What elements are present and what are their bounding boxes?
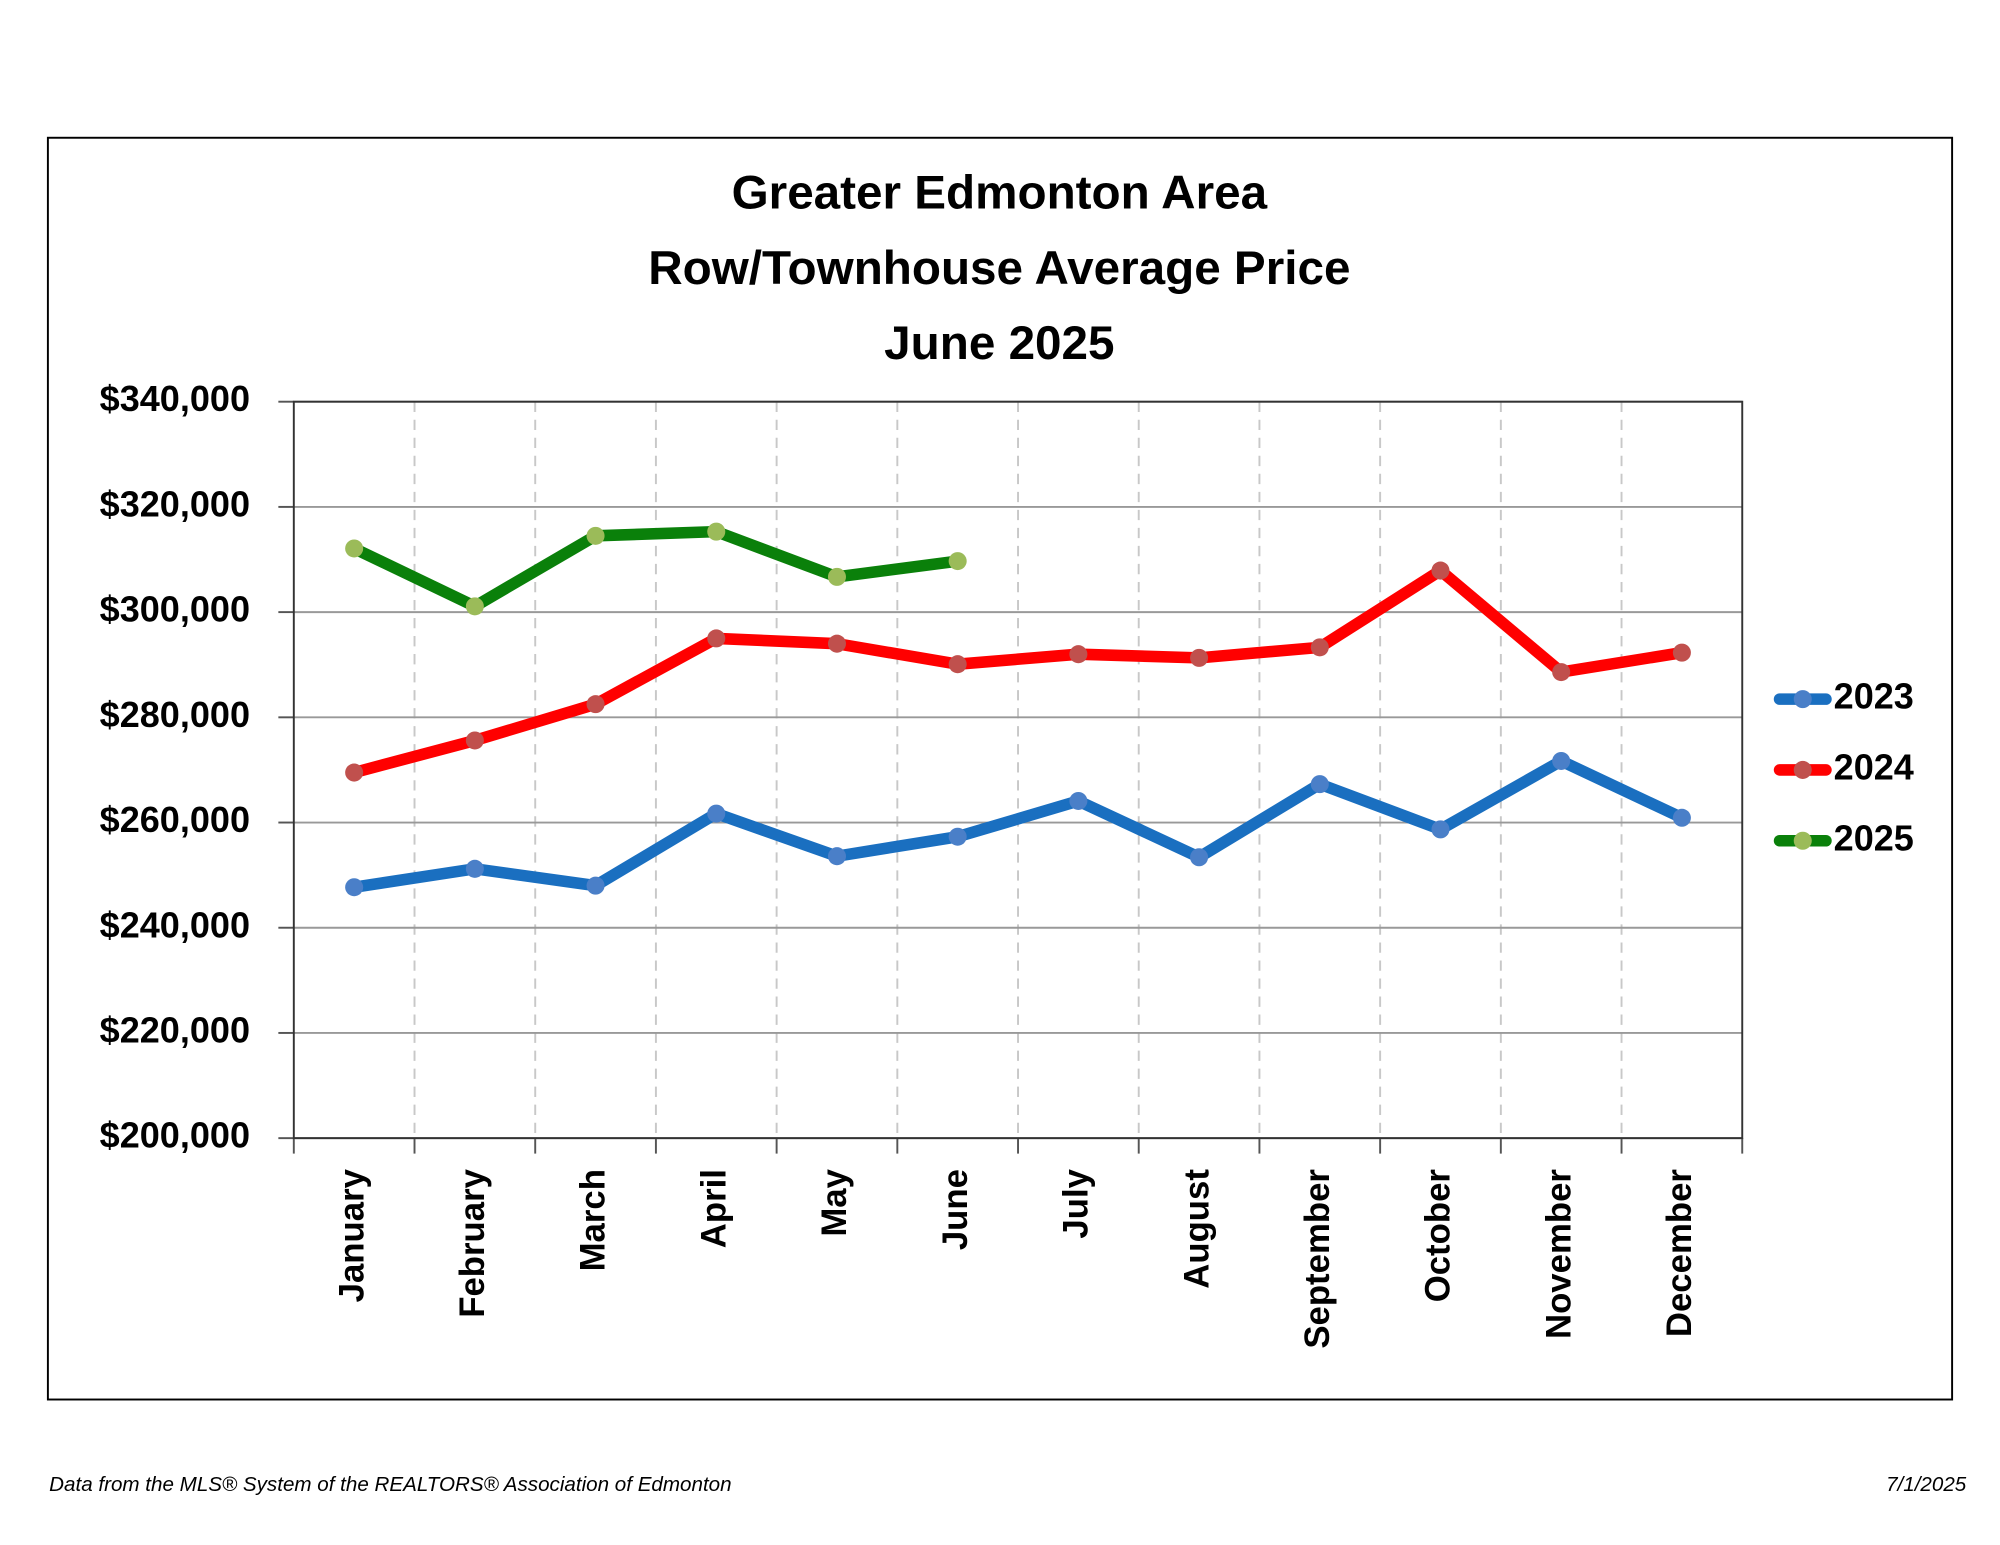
x-tick-label: March bbox=[575, 1169, 613, 1271]
series-marker bbox=[1310, 638, 1329, 657]
y-tick-label: $240,000 bbox=[100, 904, 250, 945]
series-marker bbox=[345, 763, 364, 782]
series-marker bbox=[948, 655, 967, 674]
series-marker bbox=[465, 859, 484, 878]
date-note: 7/1/2025 bbox=[1886, 1473, 1967, 1496]
series-marker bbox=[1190, 848, 1209, 867]
series-marker bbox=[1431, 820, 1450, 839]
x-tick-label: September bbox=[1299, 1169, 1337, 1349]
x-tick-label: July bbox=[1058, 1168, 1096, 1238]
chart-title: Greater Edmonton Area bbox=[732, 166, 1268, 219]
legend-marker bbox=[1793, 760, 1812, 779]
y-tick-label: $260,000 bbox=[100, 799, 250, 840]
series-marker bbox=[707, 804, 726, 823]
x-tick-label: February bbox=[454, 1168, 492, 1317]
series-line bbox=[348, 755, 1688, 894]
legend-label: 2023 bbox=[1834, 676, 1914, 717]
legend-label: 2025 bbox=[1834, 817, 1914, 858]
series-marker bbox=[465, 597, 484, 616]
source-note: Data from the MLS® System of the REALTOR… bbox=[49, 1473, 731, 1496]
series-marker bbox=[586, 526, 605, 545]
x-tick-label: January bbox=[333, 1168, 371, 1302]
legend-label: 2024 bbox=[1834, 746, 1914, 787]
x-tick-label: April bbox=[695, 1169, 733, 1248]
x-tick-label: May bbox=[816, 1168, 854, 1236]
series-marker bbox=[1310, 775, 1329, 794]
series-marker bbox=[827, 567, 846, 586]
series-marker bbox=[586, 876, 605, 895]
x-tick-label: June bbox=[937, 1169, 975, 1250]
series-marker bbox=[1431, 561, 1450, 580]
series-marker bbox=[707, 522, 726, 541]
series-marker bbox=[345, 539, 364, 558]
x-tick-label: October bbox=[1420, 1169, 1458, 1302]
series-marker bbox=[948, 552, 967, 571]
series-marker bbox=[1552, 663, 1571, 682]
series-marker bbox=[1552, 751, 1571, 770]
x-tick-label: December bbox=[1661, 1169, 1699, 1337]
series-marker bbox=[345, 878, 364, 897]
series-marker bbox=[1672, 808, 1691, 827]
series-marker bbox=[1069, 645, 1088, 664]
series-marker bbox=[827, 847, 846, 866]
series-marker bbox=[1069, 791, 1088, 810]
legend-marker bbox=[1793, 690, 1812, 709]
series-line bbox=[348, 525, 964, 613]
y-tick-label: $220,000 bbox=[100, 1009, 250, 1050]
plot-frame bbox=[292, 400, 1744, 1140]
series-line bbox=[348, 564, 1688, 779]
series-marker bbox=[827, 634, 846, 653]
y-tick-label: $200,000 bbox=[100, 1115, 250, 1156]
series-marker bbox=[948, 827, 967, 846]
y-tick-label: $300,000 bbox=[100, 589, 250, 630]
x-tick-label: August bbox=[1178, 1169, 1216, 1289]
chart-title: Row/Townhouse Average Price bbox=[648, 242, 1350, 295]
legend-marker bbox=[1793, 831, 1812, 850]
y-tick-label: $280,000 bbox=[100, 694, 250, 735]
x-tick-label: November bbox=[1540, 1169, 1578, 1339]
chart-title: June 2025 bbox=[884, 317, 1114, 370]
series-marker bbox=[586, 695, 605, 714]
series-marker bbox=[707, 629, 726, 648]
y-tick-label: $340,000 bbox=[100, 378, 250, 419]
series-marker bbox=[465, 731, 484, 750]
series-marker bbox=[1672, 643, 1691, 662]
series-marker bbox=[1190, 648, 1209, 667]
y-tick-label: $320,000 bbox=[100, 483, 250, 524]
